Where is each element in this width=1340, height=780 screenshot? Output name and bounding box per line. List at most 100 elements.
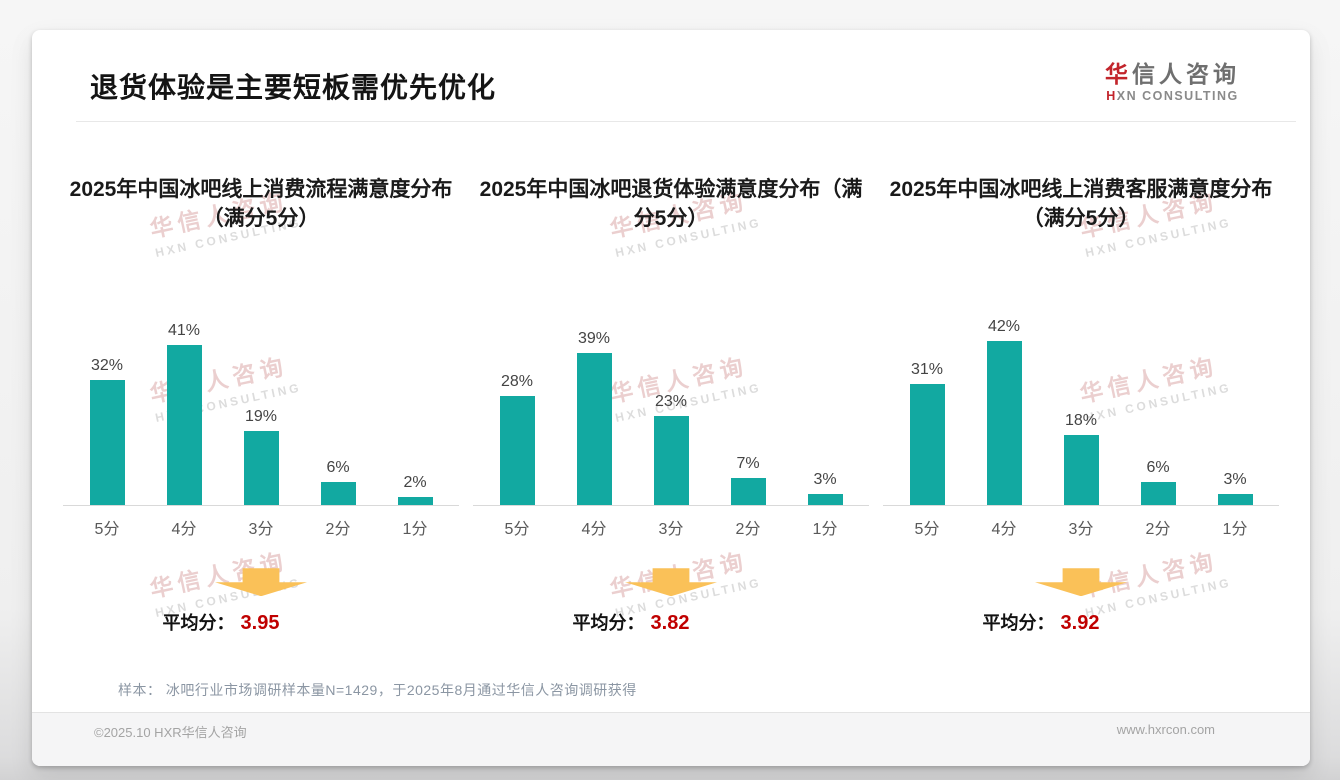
logo-chinese-text: 华信人咨询: [1105, 61, 1240, 87]
bar-chart: 28% 39% 23% 7% 3% 5分 4分 3分 2分 1分: [473, 301, 869, 539]
bar: [653, 415, 689, 506]
chart-column: 2025年中国冰吧线上消费客服满意度分布（满分5分） 31% 42% 18% 6% 3% 5…: [876, 176, 1286, 635]
title-divider: [76, 121, 1296, 123]
x-axis-tick-label: 2分: [735, 521, 761, 539]
bar-value-label: 6%: [1146, 458, 1170, 476]
bar: [499, 396, 535, 506]
bar-group: 7%: [710, 454, 787, 506]
bar-chart: 31% 42% 18% 6% 3% 5分 4分 3分 2分 1分: [883, 301, 1279, 539]
chart-column: 2025年中国冰吧线上消费流程满意度分布（满分5分） 32% 41% 19% 6% 2% 5…: [56, 176, 466, 635]
average-score: 平均分： 3.95: [32, 609, 426, 635]
bar-value-label: 18%: [1064, 412, 1098, 429]
copyright-text: ©2025.10 HXR华信人咨询: [94, 725, 247, 740]
bar-group: 39%: [556, 330, 633, 506]
bar: [1063, 435, 1099, 506]
chart-column: 2025年中国冰吧退货体验满意度分布（满分5分） 28% 39% 23% 7% 3% 5分 4…: [466, 176, 876, 635]
bar-group: 23%: [633, 393, 710, 506]
bar: [730, 477, 766, 506]
x-axis-tick-label: 4分: [991, 521, 1017, 539]
down-arrow-icon: [215, 568, 307, 597]
chart-title: 2025年中国冰吧线上消费流程满意度分布（满分5分）: [69, 178, 453, 231]
bar: [320, 481, 356, 506]
bar: [243, 431, 279, 506]
bar-group: 32%: [69, 357, 146, 506]
slide-content: 退货体验是主要短板需优先优化 华信人咨询 HXN CONSULTING 2025…: [32, 30, 1310, 766]
x-axis-tick-label: 2分: [1145, 521, 1171, 539]
bar-value-label: 6%: [326, 458, 350, 476]
bar-value-label: 19%: [244, 408, 278, 426]
bar-value-label: 42%: [987, 318, 1021, 336]
bar-group: 6%: [300, 458, 377, 506]
x-axis-labels: 5分 4分 3分 2分 1分: [883, 515, 1279, 539]
website-url: www.hxrcon.com: [1116, 722, 1215, 737]
x-axis-labels: 5分 4分 3分 2分 1分: [473, 515, 869, 539]
bar-group: 18%: [1043, 412, 1120, 506]
bar-group: 3%: [1197, 471, 1274, 506]
x-axis-line: [883, 505, 1279, 507]
x-axis-tick-label: 5分: [94, 521, 120, 539]
plot-area: 31% 42% 18% 6% 3%: [883, 301, 1279, 506]
average-label: 平均分：: [572, 613, 645, 634]
x-axis-line: [63, 505, 459, 507]
chart-title: 2025年中国冰吧退货体验满意度分布（满分5分）: [479, 178, 863, 231]
down-arrow-icon: [1035, 568, 1127, 597]
bar-value-label: 7%: [736, 454, 760, 472]
bar-group: 28%: [479, 373, 556, 506]
bar-value-label: 3%: [813, 470, 837, 488]
bar-group: 6%: [1120, 458, 1197, 506]
footer-bar: ©2025.10 HXR华信人咨询 www.hxrcon.com: [32, 712, 1310, 766]
x-axis-tick-label: 2分: [325, 521, 351, 539]
bar-group: 19%: [223, 408, 300, 506]
average-value: 3.82: [650, 612, 690, 635]
bar: [909, 384, 945, 506]
x-axis-tick-label: 3分: [248, 521, 274, 539]
bar-group: 2%: [377, 474, 454, 506]
bar-chart: 32% 41% 19% 6% 2% 5分 4分 3分 2分 1分: [63, 301, 459, 539]
average-label: 平均分：: [162, 613, 235, 634]
bar-value-label: 39%: [577, 330, 611, 348]
bar-group: 41%: [146, 322, 223, 506]
bar: [1140, 481, 1176, 506]
bar: [89, 380, 125, 506]
x-axis-tick-label: 1分: [402, 521, 428, 539]
average-value: 3.95: [240, 612, 280, 635]
bar-group: 42%: [966, 318, 1043, 506]
page-title: 退货体验是主要短板需优先优化: [90, 72, 497, 103]
bar: [576, 353, 612, 506]
plot-area: 32% 41% 19% 6% 2%: [63, 301, 459, 506]
company-logo: 华信人咨询 HXN CONSULTING: [1105, 61, 1240, 104]
average-score: 平均分： 3.92: [836, 609, 1246, 635]
bar: [397, 497, 433, 506]
bar: [807, 493, 843, 506]
charts-row: 2025年中国冰吧线上消费流程满意度分布（满分5分） 32% 41% 19% 6% 2% 5…: [32, 122, 1310, 635]
bar: [1217, 493, 1253, 506]
x-axis-tick-label: 4分: [171, 521, 197, 539]
x-axis-tick-label: 1分: [1222, 521, 1248, 539]
average-label: 平均分：: [982, 613, 1055, 634]
x-axis-labels: 5分 4分 3分 2分 1分: [63, 515, 459, 539]
bar-value-label: 23%: [654, 392, 688, 410]
slide-card: 华信人咨询 HXN CONSULTING 华信人咨询 HXN CONSULTING 华信…: [32, 30, 1310, 766]
bar: [166, 345, 202, 506]
average-score: 平均分： 3.82: [426, 609, 836, 635]
sample-note: 样本： 冰吧行业市场调研样本量N=1429，于2025年8月通过华信人咨询调研获…: [118, 682, 637, 698]
bar-value-label: 2%: [403, 474, 427, 492]
bar-value-label: 3%: [1223, 470, 1247, 488]
x-axis-line: [473, 505, 869, 507]
bar-group: 3%: [787, 471, 864, 506]
x-axis-tick-label: 5分: [504, 521, 530, 539]
bar: [986, 341, 1022, 506]
down-arrow-icon: [625, 568, 717, 597]
x-axis-tick-label: 3分: [1068, 521, 1094, 539]
bar-value-label: 41%: [167, 322, 201, 340]
bar-value-label: 32%: [90, 357, 124, 375]
bar-value-label: 31%: [910, 361, 944, 379]
logo-english-text: HXN CONSULTING: [1106, 89, 1239, 104]
average-value: 3.92: [1060, 612, 1100, 635]
chart-title: 2025年中国冰吧线上消费客服满意度分布（满分5分）: [889, 178, 1273, 231]
slide-header: 退货体验是主要短板需优先优化 华信人咨询 HXN CONSULTING: [32, 30, 1310, 104]
x-axis-tick-label: 3分: [658, 521, 684, 539]
bar-group: 31%: [889, 361, 966, 506]
bar-value-label: 28%: [500, 373, 534, 390]
x-axis-tick-label: 5分: [914, 521, 940, 539]
